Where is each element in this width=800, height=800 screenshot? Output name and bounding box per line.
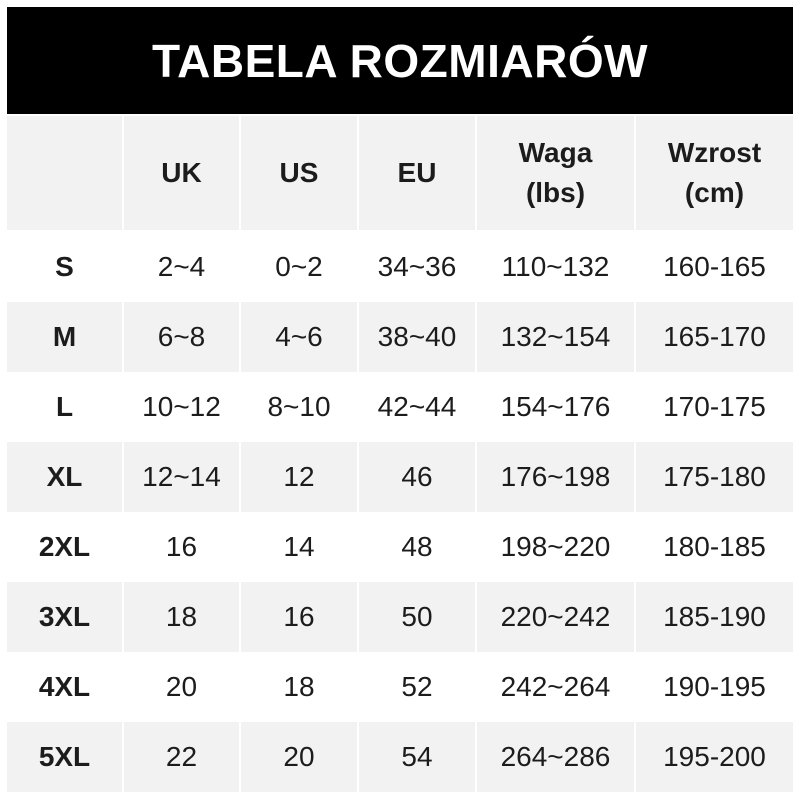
column-header-us: US	[241, 116, 357, 230]
table-cell-uk: 18	[124, 582, 239, 652]
table-cell-eu: 38~40	[359, 302, 475, 372]
table-cell-weight: 220~242	[477, 582, 634, 652]
table-cell-uk: 10~12	[124, 372, 239, 442]
row-size-label: M	[7, 302, 122, 372]
table-cell-weight: 154~176	[477, 372, 634, 442]
table-cell-weight: 264~286	[477, 722, 634, 792]
table-cell-eu: 46	[359, 442, 475, 512]
row-size-label: 3XL	[7, 582, 122, 652]
table-cell-us: 8~10	[241, 372, 357, 442]
table-cell-eu: 48	[359, 512, 475, 582]
table-cell-eu: 52	[359, 652, 475, 722]
column-header-height: Wzrost (cm)	[636, 116, 793, 230]
table-cell-height: 170-175	[636, 372, 793, 442]
table-cell-eu: 34~36	[359, 232, 475, 302]
table-cell-uk: 22	[124, 722, 239, 792]
table-cell-us: 0~2	[241, 232, 357, 302]
table-cell-height: 185-190	[636, 582, 793, 652]
table-cell-eu: 42~44	[359, 372, 475, 442]
table-cell-height: 160-165	[636, 232, 793, 302]
table-cell-height: 195-200	[636, 722, 793, 792]
table-cell-uk: 2~4	[124, 232, 239, 302]
size-chart-table: UK US EU Waga (lbs) Wzrost (cm) S 2~4 0~2 34~36 1…	[7, 116, 793, 792]
table-cell-weight: 176~198	[477, 442, 634, 512]
table-cell-height: 180-185	[636, 512, 793, 582]
table-cell-us: 12	[241, 442, 357, 512]
table-cell-us: 16	[241, 582, 357, 652]
column-header-eu: EU	[359, 116, 475, 230]
row-size-label: S	[7, 232, 122, 302]
row-size-label: 4XL	[7, 652, 122, 722]
row-size-label: XL	[7, 442, 122, 512]
size-chart-title: TABELA ROZMIARÓW	[7, 7, 793, 114]
table-cell-height: 190-195	[636, 652, 793, 722]
table-cell-weight: 198~220	[477, 512, 634, 582]
table-cell-uk: 12~14	[124, 442, 239, 512]
table-cell-uk: 20	[124, 652, 239, 722]
row-size-label: 2XL	[7, 512, 122, 582]
table-cell-us: 14	[241, 512, 357, 582]
row-size-label: L	[7, 372, 122, 442]
column-header-weight: Waga (lbs)	[477, 116, 634, 230]
table-cell-eu: 54	[359, 722, 475, 792]
table-cell-us: 20	[241, 722, 357, 792]
row-size-label: 5XL	[7, 722, 122, 792]
table-cell-uk: 16	[124, 512, 239, 582]
table-cell-weight: 110~132	[477, 232, 634, 302]
table-cell-us: 4~6	[241, 302, 357, 372]
table-cell-height: 165-170	[636, 302, 793, 372]
table-cell-uk: 6~8	[124, 302, 239, 372]
table-cell-weight: 132~154	[477, 302, 634, 372]
column-header-size	[7, 116, 122, 230]
table-cell-weight: 242~264	[477, 652, 634, 722]
table-cell-eu: 50	[359, 582, 475, 652]
table-cell-height: 175-180	[636, 442, 793, 512]
table-cell-us: 18	[241, 652, 357, 722]
column-header-uk: UK	[124, 116, 239, 230]
